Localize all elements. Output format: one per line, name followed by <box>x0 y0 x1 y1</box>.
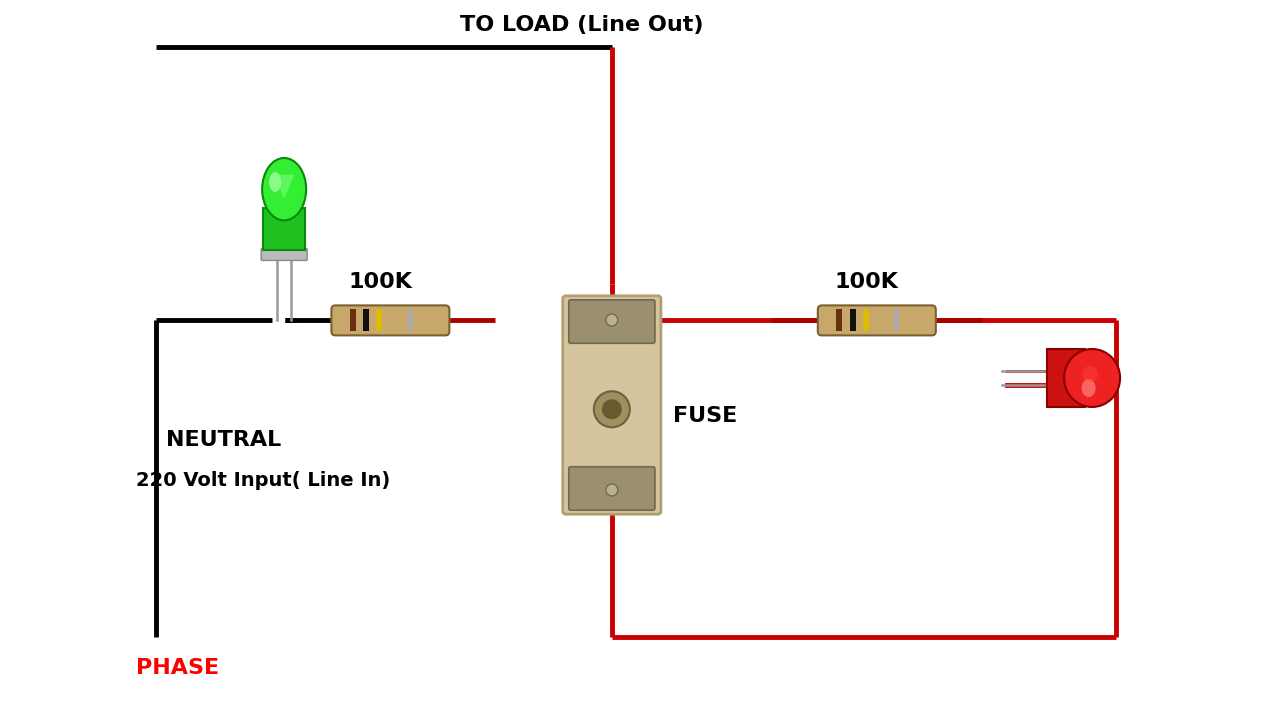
Bar <box>895 310 899 331</box>
Bar <box>264 208 305 251</box>
Ellipse shape <box>1082 366 1098 382</box>
Ellipse shape <box>262 158 306 220</box>
Text: PHASE: PHASE <box>136 658 219 678</box>
FancyBboxPatch shape <box>563 296 660 514</box>
Circle shape <box>605 484 618 496</box>
Circle shape <box>602 400 622 419</box>
Ellipse shape <box>269 172 282 192</box>
Bar <box>863 310 869 331</box>
Bar <box>408 310 412 331</box>
Bar <box>850 310 855 331</box>
Polygon shape <box>274 175 294 199</box>
Circle shape <box>605 314 618 326</box>
Ellipse shape <box>1064 349 1120 407</box>
Circle shape <box>594 391 630 427</box>
Bar <box>836 310 842 331</box>
Text: 220 Volt Input( Line In): 220 Volt Input( Line In) <box>136 471 390 490</box>
Bar <box>364 310 369 331</box>
FancyBboxPatch shape <box>568 300 655 343</box>
Text: TO LOAD (Line Out): TO LOAD (Line Out) <box>460 15 704 35</box>
Ellipse shape <box>1082 379 1096 397</box>
Text: 100K: 100K <box>348 272 412 292</box>
Text: FUSE: FUSE <box>673 405 737 426</box>
Bar <box>376 310 383 331</box>
Bar <box>349 310 356 331</box>
Bar <box>1047 349 1085 407</box>
FancyBboxPatch shape <box>261 248 307 261</box>
Text: NEUTRAL: NEUTRAL <box>166 430 282 450</box>
FancyBboxPatch shape <box>818 305 936 336</box>
FancyBboxPatch shape <box>332 305 449 336</box>
Text: 100K: 100K <box>835 272 899 292</box>
FancyBboxPatch shape <box>568 467 655 510</box>
